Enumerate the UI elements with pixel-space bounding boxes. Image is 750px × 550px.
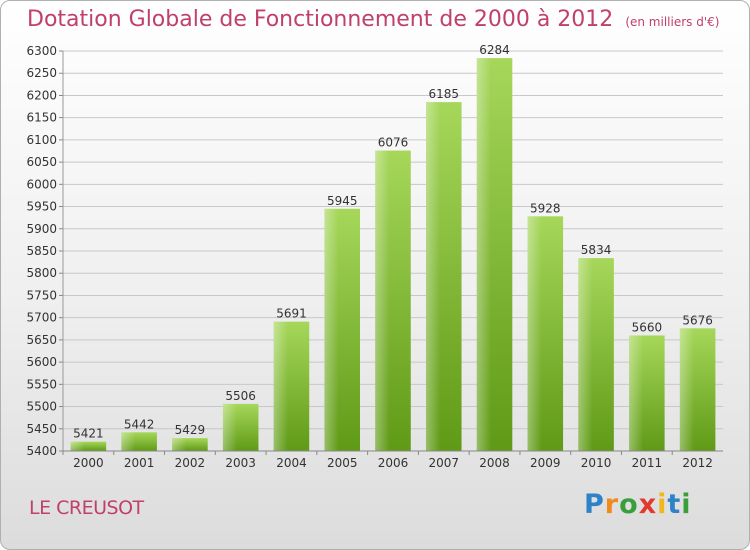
y-tick-label: 5900 xyxy=(26,222,57,236)
y-axis-ticks: 5400 5450 5500 5550 5600 5650 5700 5750 5800 5850… xyxy=(26,44,64,458)
bar-highlight xyxy=(476,58,513,451)
x-tick-label: 2006 xyxy=(378,456,409,470)
y-tick-label: 5800 xyxy=(26,266,57,280)
bar-highlight xyxy=(172,438,208,451)
bar-value-label: 6185 xyxy=(428,87,459,101)
logo-letter: o xyxy=(619,489,639,520)
y-tick-label: 5650 xyxy=(26,333,57,347)
bar-value-label: 6284 xyxy=(479,43,510,57)
bar-highlight xyxy=(578,258,614,451)
x-tick-label: 2011 xyxy=(632,456,663,470)
x-tick-label: 2000 xyxy=(73,456,104,470)
x-tick-label: 2010 xyxy=(581,456,612,470)
logo-letter: t xyxy=(667,489,682,520)
bar-value-label: 5506 xyxy=(225,389,256,403)
bar-value-label: 6076 xyxy=(378,136,409,150)
x-tick-label: 2012 xyxy=(682,456,713,470)
bar-highlight xyxy=(70,441,107,451)
bar-value-label: 5676 xyxy=(682,313,713,327)
bar-value-label: 5928 xyxy=(530,201,561,215)
y-tick-label: 6250 xyxy=(26,66,57,80)
bar-value-label: 5945 xyxy=(327,194,358,208)
logo-letter: P xyxy=(584,489,605,520)
bar-highlight xyxy=(679,328,716,451)
y-tick-label: 6150 xyxy=(26,111,57,125)
logo-letter: r xyxy=(604,489,620,520)
bar-value-label: 5660 xyxy=(632,320,663,334)
y-tick-label: 5400 xyxy=(26,444,57,458)
x-axis-ticks: 2000 2001 2002 2003 2004 2005 2006 2007 2008 2009… xyxy=(62,451,713,470)
bar-value-label: 5421 xyxy=(73,427,104,441)
bar-highlight xyxy=(273,321,310,451)
bar-highlight xyxy=(121,432,157,451)
logo-letter: x xyxy=(638,489,658,520)
y-tick-label: 5700 xyxy=(26,311,57,325)
x-tick-label: 2005 xyxy=(327,456,358,470)
y-tick-label: 6000 xyxy=(26,177,57,191)
logo-letter: i xyxy=(657,489,668,520)
x-tick-label: 2003 xyxy=(225,456,256,470)
y-tick-label: 5850 xyxy=(26,244,57,258)
y-tick-label: 5450 xyxy=(26,422,57,436)
y-tick-label: 5500 xyxy=(26,400,57,414)
y-tick-label: 6300 xyxy=(26,44,57,58)
bar-highlight xyxy=(222,403,259,451)
y-tick-label: 5600 xyxy=(26,355,57,369)
x-tick-label: 2001 xyxy=(124,456,155,470)
bar-highlight xyxy=(629,335,665,451)
bar-highlight xyxy=(324,208,360,451)
proxiti-logo[interactable]: Proxiti xyxy=(584,489,692,520)
bar-value-label: 5691 xyxy=(276,307,307,321)
bars: 5421 5442 5429 5506 5691 5945 6076 6185 6284 5928… xyxy=(70,43,716,452)
y-tick-label: 5550 xyxy=(26,377,57,391)
bar-highlight xyxy=(527,216,564,451)
y-tick-label: 5950 xyxy=(26,200,57,214)
bar-value-label: 5834 xyxy=(581,243,612,257)
x-tick-label: 2007 xyxy=(428,456,459,470)
chart-title-text: Dotation Globale de Fonctionnement de 20… xyxy=(27,7,614,32)
y-tick-label: 6100 xyxy=(26,133,57,147)
x-tick-label: 2002 xyxy=(175,456,206,470)
y-tick-label: 6200 xyxy=(26,88,57,102)
bar-highlight xyxy=(375,150,411,452)
x-tick-label: 2004 xyxy=(276,456,307,470)
x-tick-label: 2008 xyxy=(479,456,510,470)
x-tick-label: 2009 xyxy=(530,456,561,470)
bar-highlight xyxy=(426,102,462,451)
logo-letter: i xyxy=(681,489,692,520)
chart-unit: (en milliers d'€) xyxy=(625,15,720,29)
bar-value-label: 5429 xyxy=(175,423,206,437)
y-tick-label: 5750 xyxy=(26,288,57,302)
chart-title: Dotation Globale de Fonctionnement de 20… xyxy=(27,7,719,32)
bar-value-label: 5442 xyxy=(124,417,155,431)
commune-name: LE CREUSOT xyxy=(29,497,144,519)
y-tick-label: 6050 xyxy=(26,155,57,169)
